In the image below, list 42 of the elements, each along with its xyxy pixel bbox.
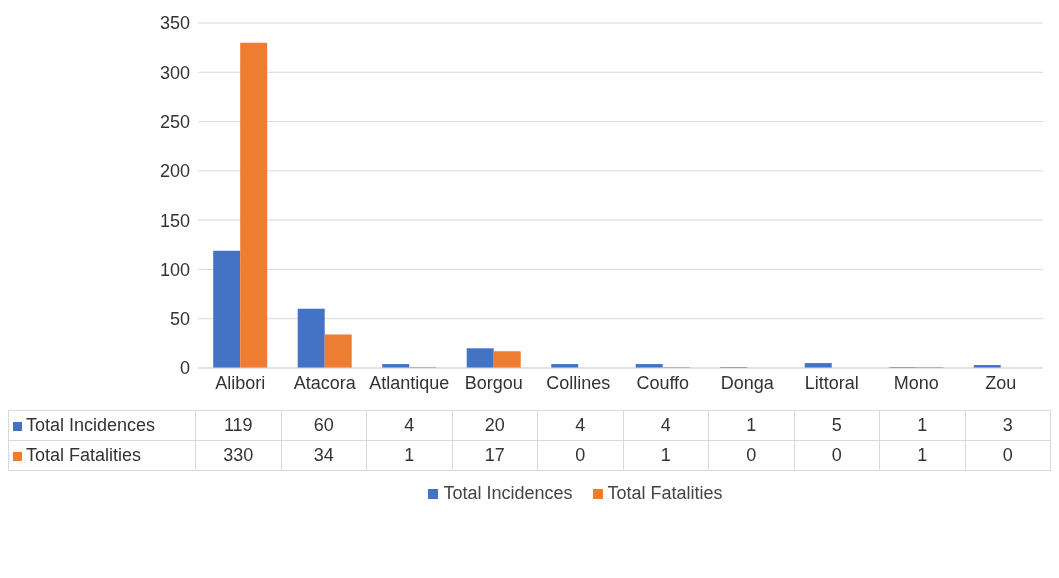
- x-tick-label: Collines: [546, 372, 611, 393]
- data-label: 60: [281, 410, 367, 441]
- x-tick-label: Atlantique: [369, 372, 450, 393]
- data-label: 0: [537, 440, 623, 471]
- y-tick-label: 250: [159, 111, 190, 132]
- legend-label: Total Incidences: [8, 410, 196, 441]
- x-tick-label: Alibori: [215, 372, 266, 393]
- data-label: 1: [708, 410, 794, 441]
- data-label: 20: [452, 410, 538, 441]
- data-label: 1: [879, 440, 965, 471]
- x-tick-label: Atacora: [293, 372, 357, 393]
- data-label: 0: [708, 440, 794, 471]
- x-tick-label: Littoral: [804, 372, 859, 393]
- y-tick-label: 300: [159, 62, 190, 83]
- data-label: 1: [623, 440, 709, 471]
- x-tick-label: Borgou: [464, 372, 523, 393]
- text: Total Fatalities: [26, 445, 142, 465]
- x-tick-label: Zou: [985, 372, 1017, 393]
- y-tick-label: 100: [159, 259, 190, 280]
- x-tick-label: Mono: [893, 372, 939, 393]
- data-label: 0: [965, 440, 1051, 471]
- x-tick-label: Donga: [720, 372, 775, 393]
- data-label: 4: [537, 410, 623, 441]
- y-tick-label: 200: [159, 161, 190, 182]
- y-tick-label: 50: [169, 309, 190, 330]
- x-tick-label: Couffo: [636, 372, 690, 393]
- data-label: 1: [366, 440, 452, 471]
- text: Total Incidences: [443, 483, 573, 503]
- data-label: 34: [281, 440, 367, 471]
- data-label: 5: [794, 410, 880, 441]
- data-label: 4: [623, 410, 709, 441]
- data-label: 4: [366, 410, 452, 441]
- data-label: 0: [794, 440, 880, 471]
- data-label: 330: [195, 440, 281, 471]
- data-label: 17: [452, 440, 538, 471]
- y-tick-label: 150: [159, 210, 190, 231]
- data-label: 3: [965, 410, 1051, 441]
- legend-label: Total Fatalities: [606, 483, 723, 504]
- data-label: 119: [195, 410, 281, 441]
- y-tick-label: 350: [159, 13, 190, 34]
- data-label: 1: [879, 410, 965, 441]
- y-tick-label: 0: [179, 358, 190, 379]
